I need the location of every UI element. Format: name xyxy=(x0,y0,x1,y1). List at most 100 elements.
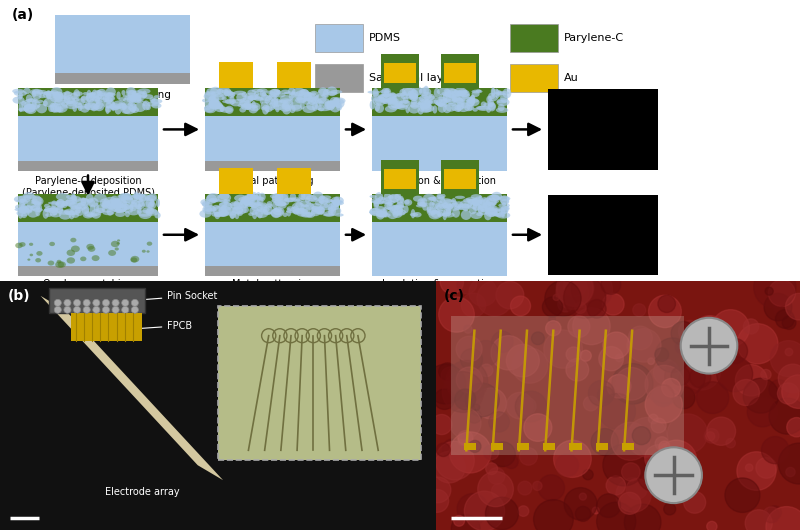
Ellipse shape xyxy=(81,198,86,206)
Circle shape xyxy=(782,375,800,409)
Ellipse shape xyxy=(80,257,86,261)
Ellipse shape xyxy=(33,90,40,94)
Ellipse shape xyxy=(48,201,60,205)
Ellipse shape xyxy=(302,213,313,217)
Ellipse shape xyxy=(126,96,137,103)
Ellipse shape xyxy=(273,201,278,210)
Bar xyxy=(205,89,340,117)
Ellipse shape xyxy=(397,93,401,97)
Ellipse shape xyxy=(466,199,474,202)
Circle shape xyxy=(534,500,574,530)
Ellipse shape xyxy=(131,98,141,102)
Circle shape xyxy=(747,397,778,427)
Ellipse shape xyxy=(375,104,384,113)
Ellipse shape xyxy=(75,207,84,216)
Ellipse shape xyxy=(24,101,36,105)
Ellipse shape xyxy=(488,209,501,212)
Ellipse shape xyxy=(399,99,410,108)
Ellipse shape xyxy=(82,207,89,214)
Ellipse shape xyxy=(70,196,77,202)
Circle shape xyxy=(706,432,714,441)
Circle shape xyxy=(774,302,790,317)
Ellipse shape xyxy=(488,93,495,99)
Ellipse shape xyxy=(279,98,294,103)
Ellipse shape xyxy=(282,102,290,110)
Bar xyxy=(384,63,416,83)
Ellipse shape xyxy=(134,201,145,209)
Ellipse shape xyxy=(213,205,219,209)
Ellipse shape xyxy=(18,108,26,112)
Circle shape xyxy=(83,299,90,306)
Ellipse shape xyxy=(273,207,285,215)
Ellipse shape xyxy=(371,198,381,204)
Ellipse shape xyxy=(257,210,263,218)
Ellipse shape xyxy=(142,91,147,99)
Ellipse shape xyxy=(210,87,221,96)
Ellipse shape xyxy=(71,193,75,202)
Ellipse shape xyxy=(323,90,329,97)
Ellipse shape xyxy=(95,95,99,104)
Ellipse shape xyxy=(370,100,375,110)
Ellipse shape xyxy=(214,212,220,219)
Ellipse shape xyxy=(335,99,342,108)
Ellipse shape xyxy=(261,107,268,110)
Ellipse shape xyxy=(282,99,294,109)
Ellipse shape xyxy=(221,89,232,94)
Ellipse shape xyxy=(103,92,116,98)
Ellipse shape xyxy=(424,202,435,206)
Ellipse shape xyxy=(333,199,340,207)
Ellipse shape xyxy=(32,91,42,100)
Ellipse shape xyxy=(104,197,117,205)
Ellipse shape xyxy=(244,200,256,207)
Circle shape xyxy=(664,503,676,515)
Ellipse shape xyxy=(225,106,234,114)
Ellipse shape xyxy=(238,201,248,208)
Ellipse shape xyxy=(18,210,23,219)
Circle shape xyxy=(618,492,641,514)
Ellipse shape xyxy=(239,107,246,112)
Circle shape xyxy=(490,442,515,466)
Ellipse shape xyxy=(498,208,508,214)
Circle shape xyxy=(574,302,586,313)
Ellipse shape xyxy=(458,90,467,95)
Ellipse shape xyxy=(436,210,445,216)
Ellipse shape xyxy=(217,193,231,202)
Ellipse shape xyxy=(250,196,264,200)
Ellipse shape xyxy=(457,102,470,112)
Ellipse shape xyxy=(61,203,67,208)
Ellipse shape xyxy=(221,205,226,211)
Circle shape xyxy=(671,367,690,385)
Ellipse shape xyxy=(434,96,448,106)
Ellipse shape xyxy=(446,208,451,216)
Circle shape xyxy=(665,357,705,396)
Ellipse shape xyxy=(240,198,249,207)
Ellipse shape xyxy=(408,104,420,113)
Circle shape xyxy=(478,472,514,507)
Ellipse shape xyxy=(154,212,161,218)
Ellipse shape xyxy=(56,199,66,208)
Ellipse shape xyxy=(306,101,318,110)
Circle shape xyxy=(603,444,646,486)
Ellipse shape xyxy=(65,210,75,215)
Ellipse shape xyxy=(321,196,331,199)
Ellipse shape xyxy=(84,102,98,110)
Ellipse shape xyxy=(266,201,273,207)
Ellipse shape xyxy=(388,101,401,110)
Ellipse shape xyxy=(446,89,459,99)
Ellipse shape xyxy=(486,198,498,207)
Ellipse shape xyxy=(461,210,471,220)
Ellipse shape xyxy=(97,89,106,96)
Ellipse shape xyxy=(326,101,337,108)
Circle shape xyxy=(769,398,800,434)
Ellipse shape xyxy=(199,210,211,218)
Ellipse shape xyxy=(233,206,246,215)
Ellipse shape xyxy=(301,209,308,214)
Bar xyxy=(18,193,158,222)
Ellipse shape xyxy=(18,94,22,100)
Ellipse shape xyxy=(56,201,68,207)
Ellipse shape xyxy=(324,198,333,202)
Ellipse shape xyxy=(18,93,23,99)
Bar xyxy=(18,117,158,161)
Ellipse shape xyxy=(74,89,80,99)
Circle shape xyxy=(461,349,482,370)
